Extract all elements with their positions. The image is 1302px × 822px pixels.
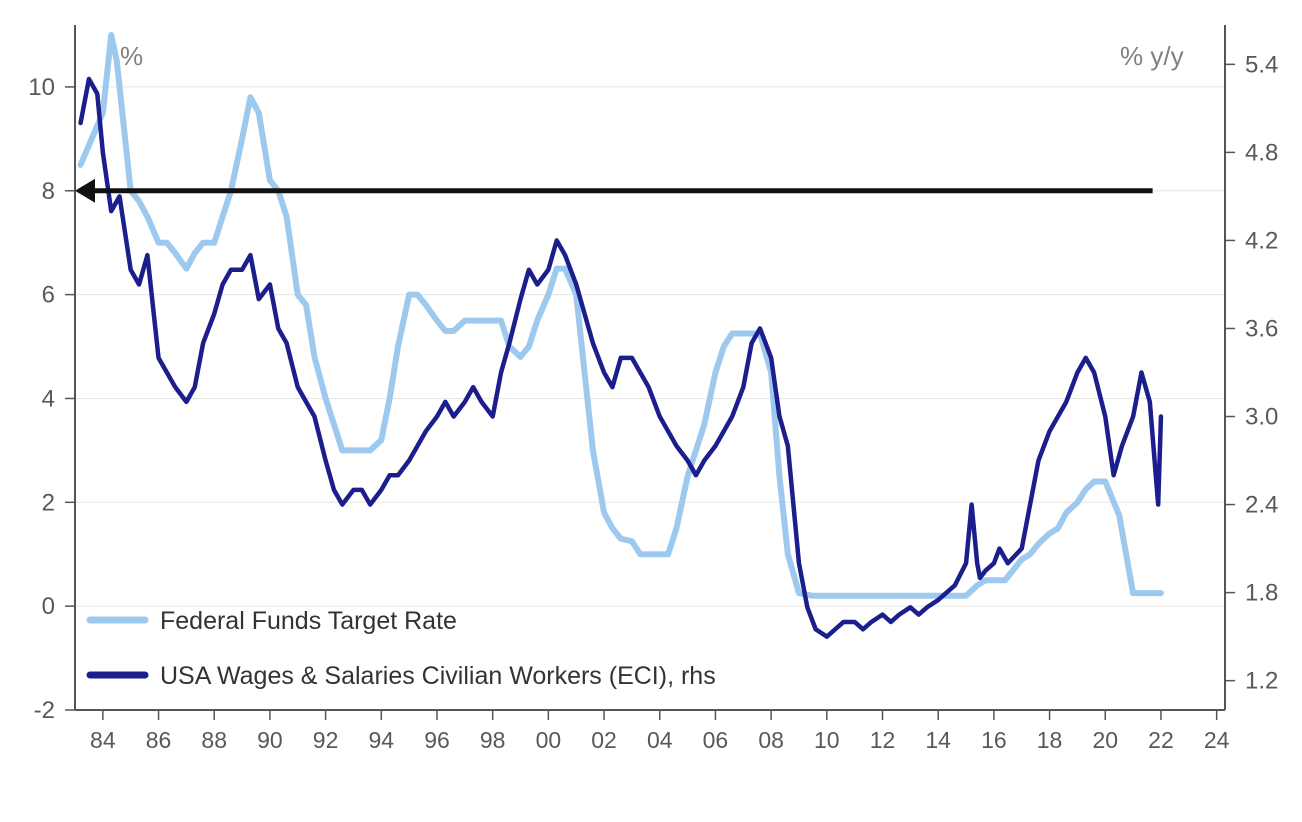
x-axis-tick: 86 [146,727,172,753]
right-axis-tick: 5.4 [1245,51,1278,78]
legend-label-fedfunds: Federal Funds Target Rate [160,607,457,635]
left-axis-tick: -2 [34,697,55,724]
x-axis-tick: 02 [591,727,617,753]
fed-funds-line [81,35,1161,596]
right-axis-tick: 3.0 [1245,404,1278,431]
x-axis-tick: 92 [313,727,339,753]
right-axis-tick: 4.8 [1245,139,1278,166]
legend-item-eciwages: USA Wages & Salaries Civilian Workers (E… [90,662,716,690]
x-axis-tick: 14 [925,727,951,753]
legend-item-fedfunds: Federal Funds Target Rate [90,607,457,635]
left-axis-tick: 10 [28,74,55,101]
right-axis-tick: 4.2 [1245,227,1278,254]
x-axis-tick: 06 [703,727,729,753]
chart-container: -2 0 2 4 6 8 10 1.2 1.8 2.4 3.0 3.6 4.2 4.8 5.4 84 86 88 9… [0,0,1302,822]
x-axis-tick: 22 [1148,727,1174,753]
x-axis-tick: 18 [1037,727,1063,753]
left-axis-tick: 0 [42,593,55,620]
x-axis-tick: 00 [536,727,562,753]
x-axis-tick: 12 [870,727,896,753]
x-axis-tick: 20 [1092,727,1118,753]
x-axis-tick: 90 [257,727,283,753]
left-axis-tick: 8 [42,178,55,205]
x-axis-tick: 84 [90,727,116,753]
x-axis-tick: 08 [758,727,784,753]
x-axis-tick: 24 [1204,727,1230,753]
x-axis-tick: 94 [368,727,394,753]
eci-wages-line [81,79,1161,637]
left-axis-label: % [120,41,143,71]
x-axis-tick: 96 [424,727,450,753]
left-axis-tick: 4 [42,385,55,412]
line-chart-svg: -202468101.21.82.43.03.64.24.85.484 86 88 9… [0,0,1302,822]
left-axis-tick: 6 [42,282,55,309]
right-axis-tick: 1.2 [1245,668,1278,695]
x-axis-tick: 98 [480,727,506,753]
x-axis-tick: 10 [814,727,840,753]
left-axis-tick: 2 [42,489,55,516]
right-axis-label: % y/y [1120,41,1184,71]
right-axis-tick: 2.4 [1245,492,1278,519]
right-axis-tick: 1.8 [1245,580,1278,607]
legend-label-eciwages: USA Wages & Salaries Civilian Workers (E… [160,662,716,690]
x-axis-tick: 04 [647,727,673,753]
x-axis-tick: 88 [201,727,227,753]
right-axis-tick: 3.6 [1245,315,1278,342]
arrow-annotation [75,179,1153,203]
x-axis-tick: 16 [981,727,1007,753]
